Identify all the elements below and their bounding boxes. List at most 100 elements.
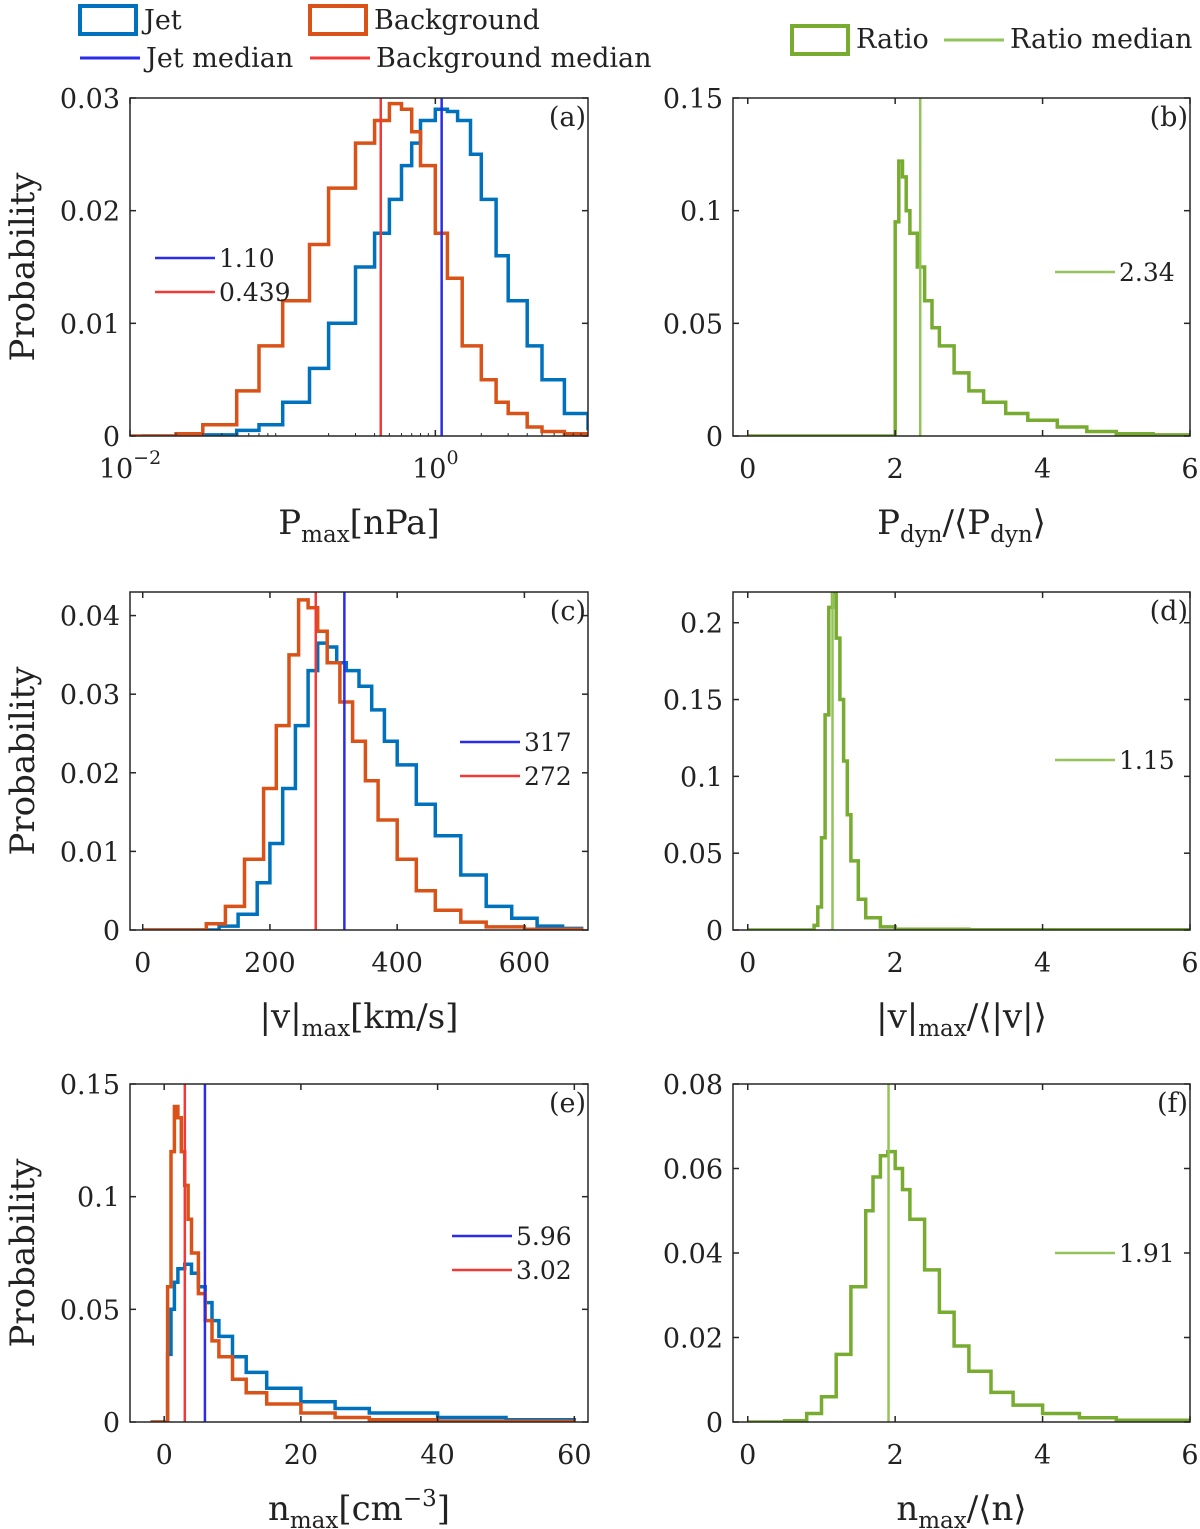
- series-jet-e: [150, 1262, 577, 1422]
- inset-legend-label-background-median-c: 272: [524, 762, 572, 791]
- y-tick-label-e: 0: [103, 1408, 120, 1439]
- inset-legend-label-ratio-median-d: 1.15: [1119, 746, 1175, 775]
- series-background-e: [150, 1104, 577, 1422]
- x-tick-label-b: 4: [1034, 454, 1051, 485]
- y-tick-label-a: 0: [103, 422, 120, 453]
- legend-swatch-background: [308, 4, 368, 36]
- panel-c: 317 272 0 0.01 0.02 0.03 0.04 0 200 400 600 (c) |v|m…: [3, 591, 589, 1042]
- y-tick-label-a: 0.02: [60, 197, 120, 228]
- legend-swatch-jet: [78, 4, 138, 36]
- y-tick-label-d: 0.1: [680, 762, 723, 793]
- legend-label-ratio-median: Ratio median: [1010, 24, 1192, 55]
- x-tick-label-c: 600: [499, 948, 551, 979]
- y-tick-label-a: 0.01: [60, 309, 120, 340]
- y-tick-label-c: 0.04: [60, 602, 120, 633]
- y-tick-label-d: 0.2: [680, 609, 723, 640]
- y-axis-label-a: Probability: [3, 172, 43, 362]
- y-tick-label-b: 0: [706, 422, 723, 453]
- inset-legend-label-background-median-a: 0.439: [219, 278, 291, 307]
- panel-d: 1.15 0 0.05 0.1 0.15 0.2 0 2 4 6 (d) |v|max/⟨|v|⟩: [663, 591, 1199, 1042]
- y-axis-label-e: Probability: [3, 1158, 43, 1348]
- x-tick-label-a: 10−2: [99, 447, 161, 485]
- panel-letter-c: (c): [550, 596, 586, 627]
- panel-a: 1.10 0.439 0 0.01 0.02 0.03 10−2 100 (a) Pmax[nPa…: [3, 84, 589, 548]
- x-tick-label-c: 400: [371, 948, 423, 979]
- x-tick-label-f: 2: [887, 1440, 904, 1471]
- x-tick-label-d: 2: [887, 948, 904, 979]
- panel-letter-a: (a): [549, 102, 586, 133]
- y-tick-label-e: 0.1: [77, 1183, 120, 1214]
- axes-box-a: [129, 97, 589, 437]
- x-tick-label-e: 20: [284, 1440, 318, 1471]
- panel-letter-b: (b): [1150, 102, 1188, 133]
- axes-box-e: [129, 1083, 589, 1423]
- panel-letter-f: (f): [1157, 1088, 1188, 1119]
- legend-label-jet: Jet: [141, 5, 182, 36]
- series-background-c: [142, 598, 584, 930]
- y-tick-label-f: 0.04: [663, 1239, 723, 1270]
- axes-box-b: [732, 97, 1191, 437]
- y-tick-label-b: 0.15: [663, 84, 723, 115]
- y-tick-label-c: 0.02: [60, 759, 120, 790]
- y-tick-label-a: 0.03: [60, 84, 120, 115]
- x-tick-label-c: 200: [244, 948, 296, 979]
- x-tick-label-a: 100: [412, 447, 458, 485]
- series-background-a: [130, 101, 588, 436]
- series-ratio-f: [747, 1149, 1190, 1422]
- y-tick-label-d: 0: [706, 916, 723, 947]
- legend-label-background-median: Background median: [376, 43, 652, 74]
- x-tick-label-d: 4: [1034, 948, 1051, 979]
- x-tick-label-e: 60: [557, 1440, 591, 1471]
- y-tick-label-b: 0.1: [680, 197, 723, 228]
- x-axis-label-b: Pdyn/⟨Pdyn⟩: [877, 503, 1046, 548]
- panel-f: 1.91 0 0.02 0.04 0.06 0.08 0 2 4 6 (f) nmax/⟨n⟩: [663, 1070, 1199, 1529]
- x-axis-label-f: nmax/⟨n⟩: [896, 1489, 1026, 1529]
- x-tick-label-e: 40: [420, 1440, 454, 1471]
- x-tick-label-e: 0: [156, 1440, 173, 1471]
- x-tick-label-b: 6: [1181, 454, 1198, 485]
- x-axis-label-a: Pmax[nPa]: [278, 503, 439, 548]
- panel-letter-e: (e): [549, 1088, 586, 1119]
- x-tick-label-f: 0: [739, 1440, 756, 1471]
- y-tick-label-d: 0.15: [663, 686, 723, 717]
- y-tick-label-e: 0.05: [60, 1295, 120, 1326]
- y-tick-label-f: 0.06: [663, 1155, 723, 1186]
- legend-swatch-ratio: [790, 24, 850, 56]
- legend-label-jet-median: Jet median: [143, 43, 293, 74]
- y-tick-label-e: 0.15: [60, 1070, 120, 1101]
- series-ratio-d: [747, 592, 1190, 930]
- inset-legend-label-jet-median-e: 5.96: [516, 1222, 572, 1251]
- x-axis-label-e: nmax[cm−3]: [268, 1486, 450, 1529]
- inset-legend-label-ratio-median-b: 2.34: [1119, 258, 1175, 287]
- x-axis-label-d: |v|max/⟨|v|⟩: [876, 997, 1047, 1042]
- x-tick-label-d: 6: [1181, 948, 1198, 979]
- panel-e: 5.96 3.02 0 0.05 0.1 0.15 0 20 40 60 (e) nmax[cm−3]…: [3, 1070, 592, 1529]
- y-tick-label-d: 0.05: [663, 839, 723, 870]
- y-tick-label-f: 0.08: [663, 1070, 723, 1101]
- y-tick-label-c: 0.01: [60, 837, 120, 868]
- axes-box-c: [129, 591, 589, 931]
- series-jet-a: [142, 107, 588, 436]
- x-axis-label-c: |v|max[km/s]: [260, 997, 459, 1042]
- series-jet-c: [142, 641, 584, 930]
- x-tick-label-d: 0: [739, 948, 756, 979]
- axes-box-d: [732, 591, 1191, 931]
- inset-legend-label-ratio-median-f: 1.91: [1119, 1239, 1175, 1268]
- y-tick-label-f: 0: [706, 1408, 723, 1439]
- x-tick-label-c: 0: [134, 948, 151, 979]
- panel-letter-d: (d): [1150, 596, 1188, 627]
- inset-legend-label-jet-median-c: 317: [524, 728, 572, 757]
- panel-b: 2.34 0 0.05 0.1 0.15 0 2 4 6 (b) Pdyn/⟨Pdyn⟩: [663, 84, 1199, 548]
- inset-legend-label-background-median-e: 3.02: [516, 1256, 572, 1285]
- y-axis-label-c: Probability: [3, 666, 43, 856]
- legend-label-ratio: Ratio: [856, 24, 929, 55]
- top-legend: Jet Background Jet median Background med…: [78, 4, 1192, 74]
- y-tick-label-c: 0: [103, 916, 120, 947]
- x-tick-label-f: 4: [1034, 1440, 1051, 1471]
- x-tick-label-b: 2: [887, 454, 904, 485]
- y-tick-label-c: 0.03: [60, 680, 120, 711]
- inset-legend-label-jet-median-a: 1.10: [219, 244, 275, 273]
- x-tick-label-b: 0: [739, 454, 756, 485]
- legend-label-background: Background: [374, 5, 540, 36]
